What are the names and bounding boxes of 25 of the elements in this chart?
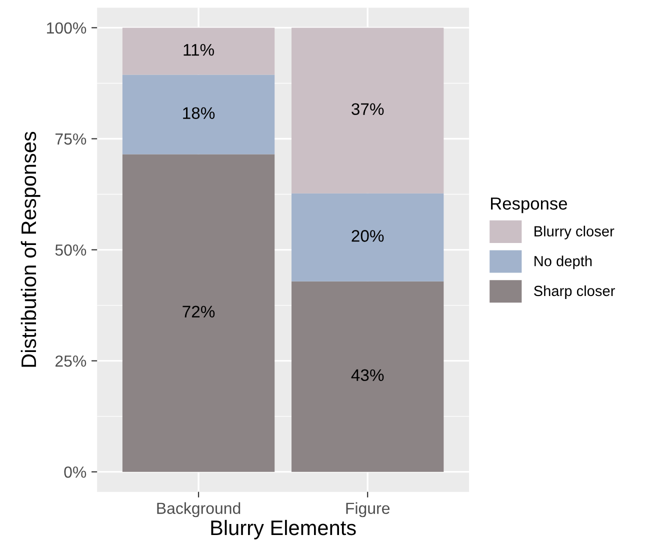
bar: [122, 154, 275, 472]
data-label: 18%: [183, 107, 215, 120]
data-label: 72%: [182, 306, 215, 318]
bar: [292, 281, 444, 472]
legend-label: Sharp closer: [534, 285, 615, 299]
data-label: 37%: [352, 103, 384, 116]
x-tick-label: Figure: [346, 502, 390, 518]
x-axis-title: Blurry Elements: [211, 520, 356, 540]
data-label: 43%: [351, 369, 384, 382]
data-label: 20%: [352, 230, 384, 242]
bar: [122, 28, 275, 75]
legend-label: Blurry closer: [534, 226, 614, 240]
bar: [292, 28, 444, 194]
legend-title: Response: [491, 198, 568, 214]
legend-label: No depth: [534, 256, 592, 270]
y-tick-label: 100%: [47, 22, 86, 34]
bar: [122, 74, 275, 154]
data-label: 11%: [184, 44, 214, 56]
y-tick-label: 0%: [64, 466, 86, 478]
y-tick-label: 50%: [55, 244, 86, 256]
y-axis-title: Distribution of Responses: [20, 132, 40, 367]
x-tick-label: Background: [157, 502, 240, 518]
bar: [292, 193, 444, 282]
y-tick-label: 75%: [56, 133, 86, 145]
y-tick-label: 25%: [56, 355, 86, 367]
